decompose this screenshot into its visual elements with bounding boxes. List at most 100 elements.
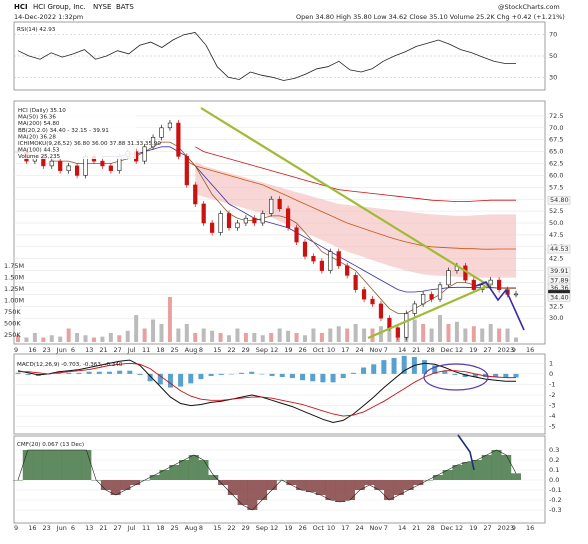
- x-tick-label: 25: [170, 524, 178, 532]
- x-tick-label: Nov: [370, 346, 383, 354]
- macd-tick-label: -1: [549, 380, 555, 388]
- x-tick-label: 7: [384, 346, 388, 354]
- price-candle: [100, 160, 105, 167]
- x-tick-label: Jul: [127, 346, 136, 354]
- cmf-area-segment: [305, 480, 316, 492]
- cmf-line: [17, 449, 517, 511]
- volume-bar: [454, 321, 459, 342]
- volume-bar: [235, 328, 240, 342]
- macd-layer: 1 0 -1 -2 -3 -4 -5 MACD(12,26,9) -0.703, -0.363…: [14, 355, 555, 431]
- x-tick-label: 14: [398, 524, 406, 532]
- cmf-area-segment: [442, 470, 453, 480]
- cmf-layer: 0.3 0.2 0.1 0.0 -0.1 -0.2 -0.3 CMF(20) 0.067 (1…: [13, 434, 562, 514]
- macd-histogram-bar: [117, 370, 123, 374]
- cmf-area-segment: [208, 475, 219, 480]
- volume-bar: [49, 335, 54, 342]
- cmf-tick-label: 0.2: [549, 456, 559, 464]
- x-tick-label: 16: [28, 524, 36, 532]
- x-tick-label: 13: [85, 346, 93, 354]
- volume-bar: [421, 324, 426, 342]
- x-tick-label: 16: [526, 346, 534, 354]
- volume-bar: [488, 324, 493, 342]
- macd-histogram-bar: [279, 373, 285, 378]
- price-candle: [167, 122, 173, 129]
- volume-bar: [243, 333, 248, 342]
- volume-bar: [438, 315, 443, 342]
- macd-histogram-bar: [300, 373, 306, 381]
- macd-histogram-bar: [269, 373, 275, 376]
- price-candle: [302, 241, 308, 257]
- macd-histogram-bar: [310, 373, 316, 382]
- price-candle: [345, 265, 350, 276]
- price-candle: [83, 156, 88, 176]
- cmf-area-segment: [364, 480, 375, 485]
- quote-line: Open 34.80 High 35.80 Low 34.62 Close 35…: [296, 13, 565, 21]
- cmf-area-segment: [71, 450, 82, 480]
- macd-annotation-ellipse: [423, 363, 489, 391]
- price-tick-label: 57.5: [549, 183, 563, 191]
- volume-bar: [302, 335, 307, 342]
- cmf-area-segment: [257, 480, 268, 500]
- x-tick-label: 27: [483, 346, 491, 354]
- macd-histogram-bar: [259, 373, 265, 375]
- price-label-box: [547, 244, 571, 254]
- moving-average-line: [195, 146, 516, 202]
- price-candle: [159, 127, 164, 138]
- volume-bar: [328, 328, 333, 342]
- macd-histogram-bar: [15, 372, 21, 374]
- cmf-area-segment: [462, 462, 473, 480]
- macd-tick-label: -5: [549, 423, 555, 431]
- volume-bar: [125, 330, 130, 342]
- volume-bar: [429, 328, 434, 342]
- volume-bar: [16, 335, 20, 342]
- x-tick-label: 2023: [498, 524, 515, 532]
- macd-histogram-bar: [371, 364, 377, 374]
- volume-bar: [260, 335, 265, 342]
- price-candle: [142, 146, 147, 162]
- price-candle: [412, 303, 417, 314]
- volume-tick-label: 500K: [4, 320, 21, 328]
- volume-bar: [108, 333, 113, 342]
- macd-histogram-bar: [188, 373, 194, 384]
- price-candle: [74, 165, 80, 176]
- price-candle: [437, 284, 443, 300]
- x-tick-label: 10: [327, 524, 335, 532]
- volume-bar: [311, 328, 316, 342]
- price-legend-entry: Volume 25,235: [18, 154, 61, 160]
- x-tick-label: 25: [170, 346, 178, 354]
- price-candle: [319, 260, 324, 271]
- macd-histogram-bar: [320, 373, 326, 383]
- price-candle: [471, 279, 476, 290]
- x-tick-label: 27: [114, 346, 122, 354]
- volume-bar: [336, 326, 341, 342]
- cmf-area-segment: [227, 480, 238, 495]
- x-tick-label: 6: [71, 346, 75, 354]
- price-candle: [429, 294, 434, 300]
- cmf-annotation-arrow: [457, 434, 475, 471]
- volume-tick-label: 1.00M: [4, 297, 24, 305]
- symbol: HCI: [14, 3, 28, 11]
- macd-histogram-bar: [228, 373, 234, 375]
- x-tick-label: Dec: [441, 346, 454, 354]
- cmf-tick-label: 0.3: [549, 446, 559, 454]
- volume-bar: [471, 326, 476, 342]
- macd-signal-line: [18, 362, 517, 417]
- price-label: 44.53: [550, 245, 569, 253]
- volume-bar: [463, 328, 468, 342]
- cmf-area-segment: [393, 480, 404, 495]
- x-tick-label: Jun: [56, 524, 67, 532]
- volume-bar: [319, 333, 324, 342]
- cmf-area-segment: [237, 480, 248, 505]
- x-tick-label: 23: [42, 346, 50, 354]
- cmf-area-segment: [120, 480, 131, 490]
- price-legend-entry: ICHIMOKU(9,26,52) 36.80 36.00 37.88 31.3…: [18, 141, 161, 147]
- macd-line: [17, 359, 516, 424]
- price-label-box: [547, 293, 571, 302]
- macd-legend: MACD(12,26,9) -0.703, -0.363, -0.340: [17, 362, 123, 368]
- macd-histogram-bar: [127, 370, 133, 374]
- price-candle: [201, 203, 206, 224]
- price-legend-entry: MA(200) 54.80: [18, 121, 60, 127]
- x-tick-label: 21: [99, 346, 107, 354]
- price-candle: [286, 208, 291, 229]
